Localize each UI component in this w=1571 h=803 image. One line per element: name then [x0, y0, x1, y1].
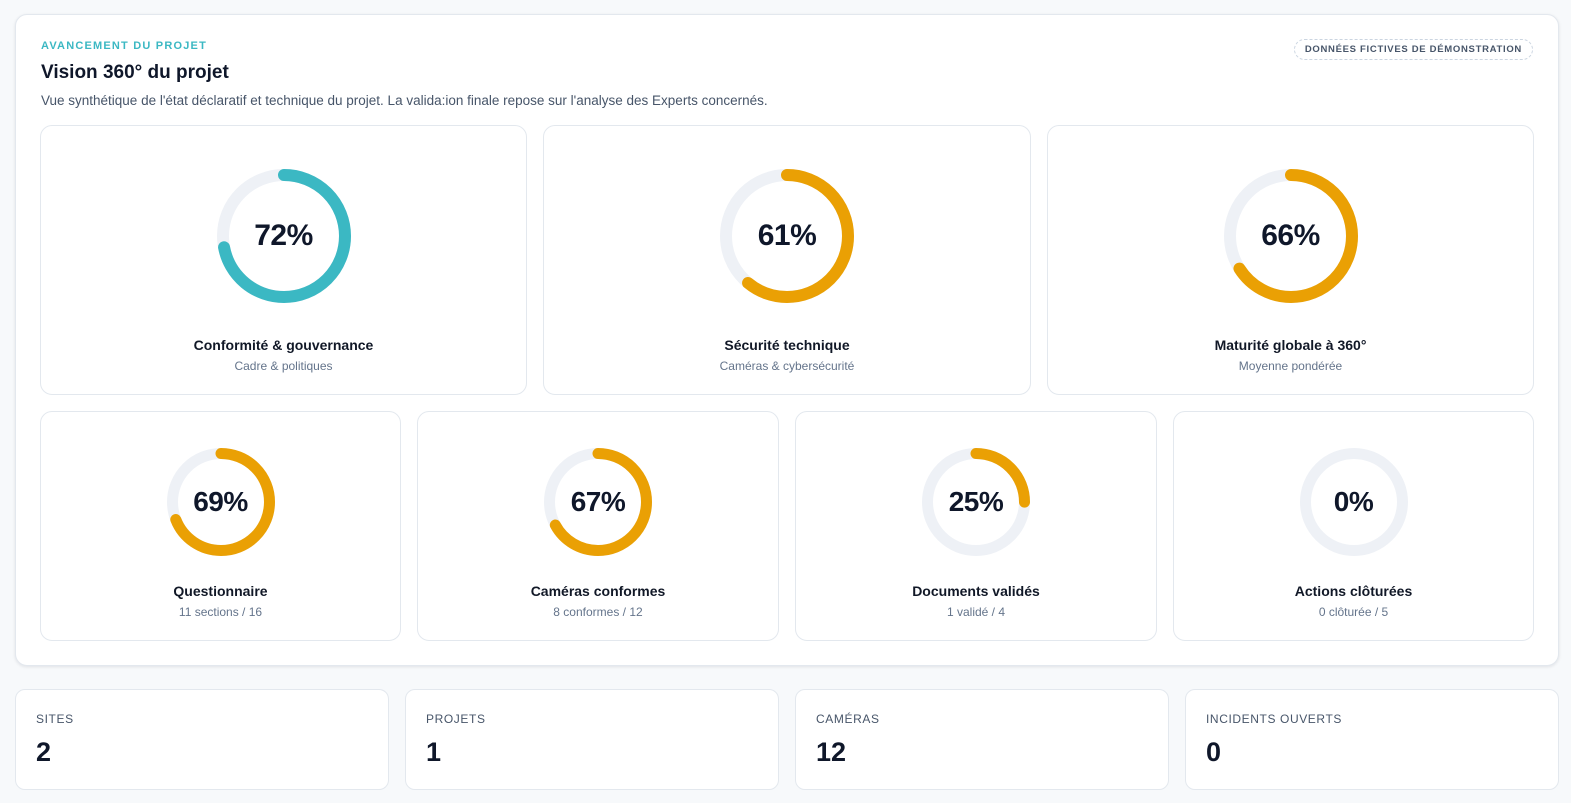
project-progress-panel: AVANCEMENT DU PROJET Vision 360° du proj…: [15, 14, 1559, 666]
stat-value: 2: [36, 737, 52, 767]
progress-value: 25%: [948, 486, 1004, 517]
progress-ring-arc: [720, 169, 854, 303]
card-sublabel: Cadre & politiques: [234, 359, 333, 373]
progress-ring-svg: [922, 448, 1030, 556]
card-sublabel: 0 clôturée / 5: [1318, 605, 1389, 619]
progress-ring-arc: [922, 448, 1030, 556]
progress-ring-svg: [720, 169, 854, 303]
stat-label: SITES: [36, 712, 74, 726]
card-sublabel: 11 sections / 16: [178, 605, 263, 619]
card-sublabel: 1 validé / 4: [946, 605, 1006, 619]
progress-value: 67%: [570, 486, 626, 517]
progress-ring: 25%: [922, 448, 1030, 556]
progress-ring-arc: [166, 448, 275, 556]
stat-label: PROJETS: [426, 712, 486, 726]
progress-value: 66%: [1261, 219, 1320, 252]
card-sublabel: Moyenne pondérée: [1238, 359, 1343, 373]
progress-ring-arc: [1223, 169, 1358, 303]
progress-value: 61%: [757, 219, 817, 252]
kpi-card-questionnaire: 69% Questionnaire 11 sections / 16: [40, 411, 401, 641]
kpi-card-cameras: 67% Caméras conformes 8 conformes / 12: [417, 411, 779, 641]
stat-card-sites: SITES 2: [15, 689, 389, 790]
card-label: Documents validés: [912, 583, 1040, 599]
page-title: Vision 360° du projet: [41, 62, 229, 83]
stat-card-projets: PROJETS 1: [405, 689, 779, 790]
score-card-conformite: 72% Conformité & gouvernance Cadre & polit…: [40, 125, 527, 395]
progress-value: 72%: [254, 219, 313, 252]
progress-value: 69%: [193, 486, 248, 517]
progress-ring: 61%: [720, 169, 854, 303]
stat-card-incidents: INCIDENTS OUVERTS 0: [1185, 689, 1559, 790]
card-label: Actions clôturées: [1294, 583, 1413, 599]
card-label: Maturité globale à 360°: [1214, 337, 1367, 353]
stat-value: 1: [426, 737, 442, 767]
card-label: Caméras conformes: [530, 583, 666, 599]
card-sublabel: 8 conformes / 12: [553, 605, 643, 619]
card-sublabel: Caméras & cybersécurité: [719, 359, 855, 373]
progress-ring-svg: [1223, 169, 1358, 303]
score-card-maturite: 66% Maturité globale à 360° Moyenne pondér…: [1047, 125, 1534, 395]
stat-value: 12: [816, 737, 847, 767]
kpi-card-actions: 0% Actions clôturées 0 clôturée / 5: [1173, 411, 1534, 641]
demo-data-badge: DONNÉES FICTIVES DE DÉMONSTRATION: [1293, 39, 1533, 60]
progress-ring: 69%: [166, 448, 275, 556]
progress-ring: 0%: [1299, 448, 1408, 556]
score-card-securite: 61% Sécurité technique Caméras & cybersécu…: [543, 125, 1031, 395]
stat-label: INCIDENTS OUVERTS: [1206, 712, 1342, 726]
card-label: Conformité & gouvernance: [193, 337, 374, 353]
progress-ring: 72%: [216, 169, 351, 303]
card-label: Sécurité technique: [724, 337, 850, 353]
progress-ring-svg: [544, 448, 652, 556]
stat-label: CAMÉRAS: [816, 712, 880, 726]
stat-value: 0: [1206, 737, 1222, 767]
progress-ring-arc: [216, 169, 351, 303]
progress-ring-track: [1299, 448, 1408, 556]
progress-ring: 66%: [1223, 169, 1358, 303]
progress-ring-svg: [166, 448, 275, 556]
page-subtitle: Vue synthétique de l'état déclaratif et …: [41, 93, 768, 108]
progress-value: 0%: [1333, 486, 1374, 517]
section-eyebrow: AVANCEMENT DU PROJET: [41, 40, 207, 52]
stat-card-cameras: CAMÉRAS 12: [795, 689, 1169, 790]
progress-ring-arc: [544, 448, 652, 556]
progress-ring-svg: [216, 169, 351, 303]
kpi-card-documents: 25% Documents validés 1 validé / 4: [795, 411, 1157, 641]
progress-ring-svg: [1299, 448, 1408, 556]
progress-ring: 67%: [544, 448, 652, 556]
card-label: Questionnaire: [173, 583, 268, 599]
